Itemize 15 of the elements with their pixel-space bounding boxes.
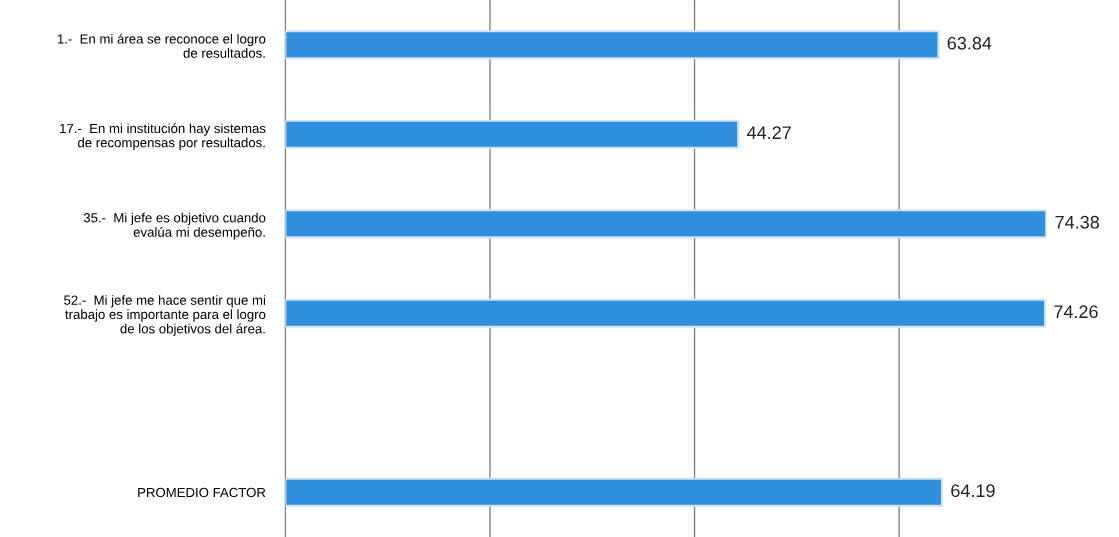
y-tick-label: 1.- En mi área se reconoce el logro de resultados. bbox=[57, 33, 266, 58]
bar bbox=[285, 209, 1047, 239]
data-label: 74.38 bbox=[1055, 215, 1099, 229]
bar bbox=[285, 30, 940, 60]
data-label: 74.26 bbox=[1054, 305, 1098, 319]
y-tick-label: 52.- Mi jefe me hace sentir que mi trabajo es importante para el logro de los objetivos del área. bbox=[64, 295, 266, 337]
bar bbox=[285, 298, 1047, 328]
bar bbox=[285, 477, 944, 507]
data-label: 63.84 bbox=[947, 36, 992, 50]
y-tick-label: 17.- En mi institución hay sistemas de recompensas por resultados. bbox=[60, 123, 266, 150]
y-tick-label: 35.- Mi jefe es objetivo cuando evalúa mi desempeño. bbox=[83, 212, 266, 240]
y-tick-label: PROMEDIO FACTOR bbox=[138, 487, 266, 498]
data-label: 64.19 bbox=[951, 484, 995, 498]
data-label: 44.27 bbox=[746, 126, 791, 139]
bar bbox=[285, 119, 740, 149]
